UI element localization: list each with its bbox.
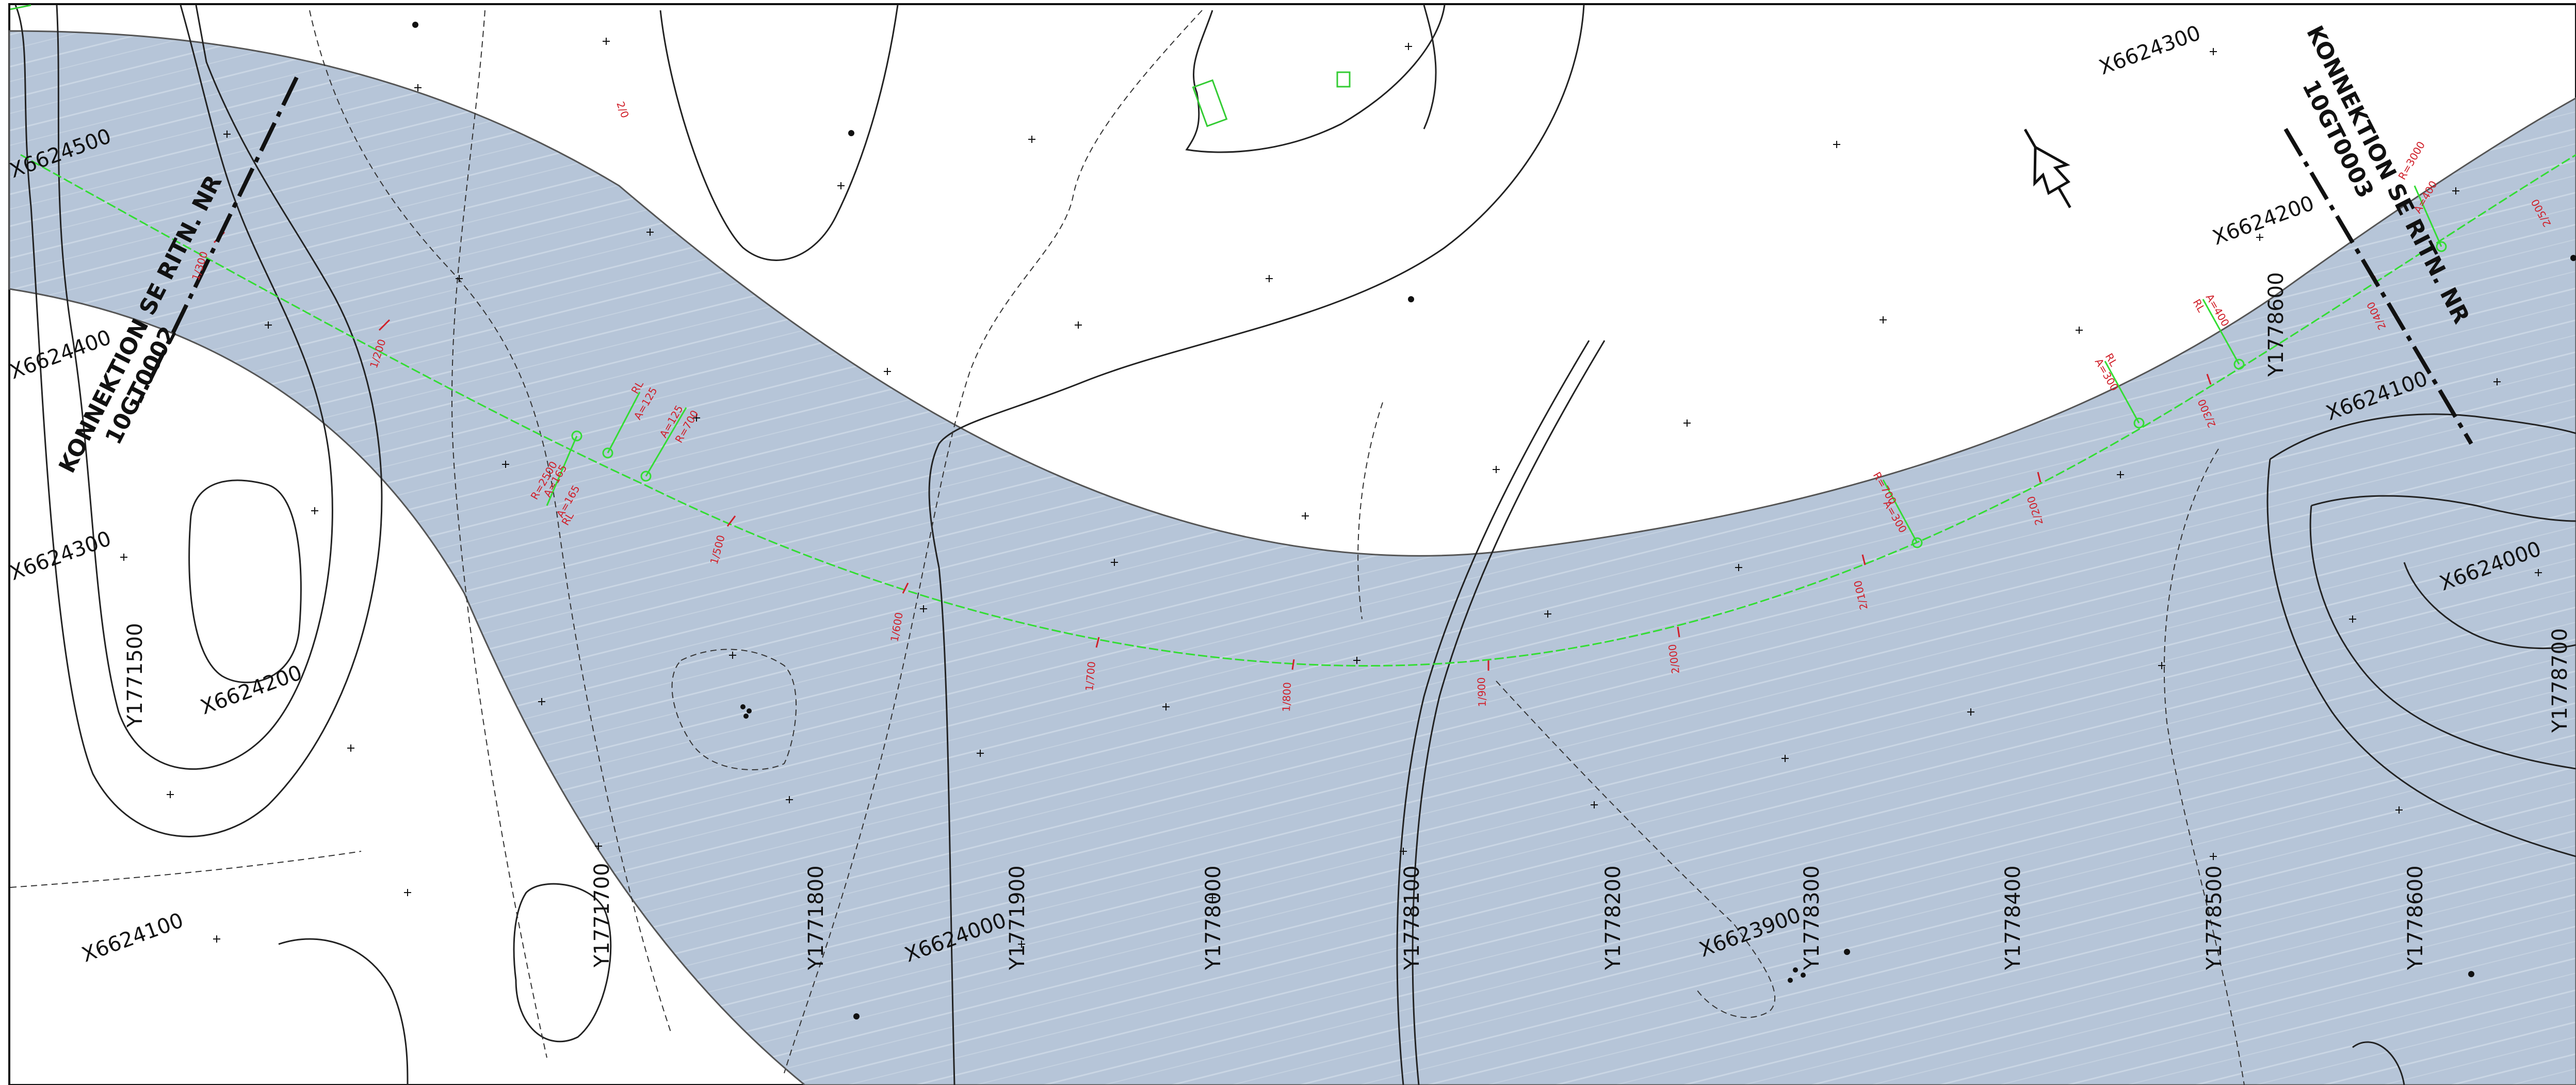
grid-label-y1778200: Y1778200 [1601, 865, 1625, 970]
grid-label-y1771800: Y1771800 [804, 865, 828, 970]
survey-point-crosses [120, 38, 2542, 948]
grid-label-y1778000: Y1778000 [1202, 865, 1225, 970]
grid-label-y1778400: Y1778400 [2001, 865, 2025, 970]
contour-lines [14, 5, 2576, 1085]
dashed-boundary-lines [10, 10, 2245, 1085]
grid-y-labels: Y1771500 Y1771700 Y1771800 Y1771900 Y177… [123, 272, 2572, 970]
grid-label-y1778600-bottom: Y1778600 [2404, 865, 2427, 970]
grid-label-y1771900: Y1771900 [1006, 865, 1029, 970]
chainage-label: 1/800 [1280, 682, 1293, 712]
grid-label-y1778300: Y1778300 [1800, 865, 1824, 970]
grid-label-y1778700: Y1778700 [2548, 628, 2572, 733]
grid-label-y1778500: Y1778500 [2202, 865, 2226, 970]
curve-point-markers [546, 185, 2447, 548]
connection-break-lines [137, 76, 2473, 445]
map-dots [412, 22, 2576, 1019]
grid-label-y1771500: Y1771500 [123, 623, 147, 728]
building-outlines [10, 4, 1351, 127]
road-alignment [20, 154, 2576, 667]
north-arrow-icon [2023, 128, 2071, 208]
grid-label-y1778100: Y1778100 [1400, 865, 1424, 970]
chainage-label: 1/900 [1475, 677, 1488, 707]
road-corridor [8, 30, 2576, 1085]
chainage-label: 1/700 [1083, 661, 1098, 692]
grid-label-y1778600-top: Y1778600 [2264, 272, 2288, 377]
grid-label-y1771700: Y1771700 [590, 863, 614, 968]
